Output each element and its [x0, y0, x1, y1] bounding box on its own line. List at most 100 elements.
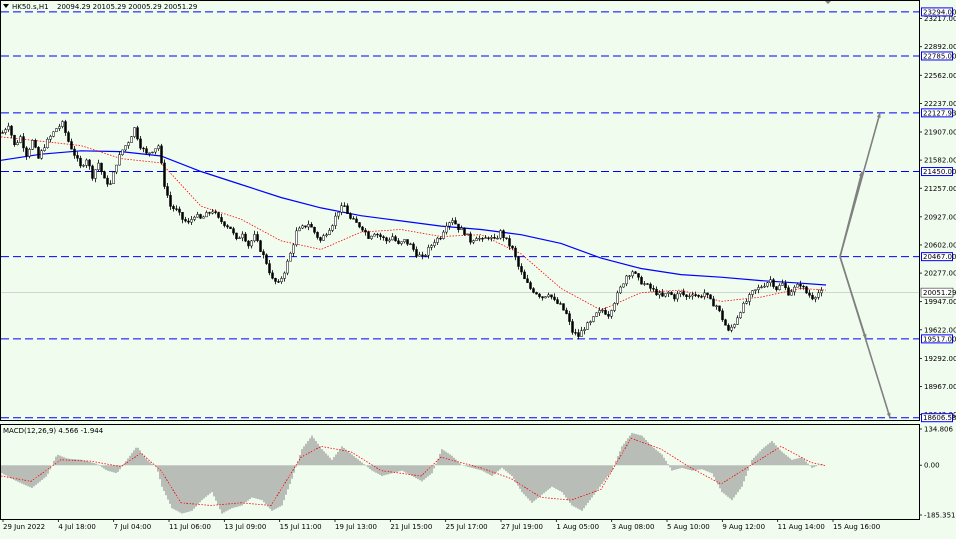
candle-body	[604, 309, 607, 315]
time-tick-label: 29 Jun 2022	[3, 523, 45, 531]
candle-body	[352, 218, 355, 220]
candle-body	[535, 292, 538, 295]
candle-body	[388, 239, 391, 242]
candle-body	[28, 149, 31, 157]
candle-body	[76, 155, 79, 159]
macd-tick-label: 0.00	[924, 462, 940, 470]
candle-body	[541, 296, 544, 299]
candlesticks	[1, 119, 823, 340]
candle-body	[490, 237, 493, 239]
price-pane-border	[0, 0, 920, 421]
candle-body	[757, 287, 760, 290]
price-tick-label: 19622.00	[924, 326, 956, 334]
candle-body	[382, 236, 385, 238]
candle-body	[700, 296, 703, 298]
candle-body	[100, 162, 103, 172]
candle-body	[361, 226, 364, 231]
candle-body	[70, 141, 73, 150]
candle-body	[571, 321, 574, 333]
candle-body	[52, 131, 55, 137]
candle-body	[34, 140, 37, 148]
level-price-tag-inner	[922, 8, 952, 16]
level-price-label: 19517.00	[923, 335, 956, 343]
time-tick-label: 9 Aug 12:00	[722, 523, 765, 531]
candle-body	[190, 219, 193, 223]
candle-body	[4, 129, 7, 133]
forecast-arrowhead-3	[886, 412, 891, 418]
time-tick-label: 25 Jul 17:00	[446, 523, 488, 531]
candle-body	[58, 126, 61, 129]
candle-body	[493, 237, 496, 239]
candle-body	[322, 235, 325, 241]
candle-body	[406, 239, 409, 245]
candle-body	[598, 310, 601, 314]
candle-body	[736, 317, 739, 325]
candle-body	[304, 225, 307, 228]
time-tick-label: 4 Jul 18:00	[58, 523, 96, 531]
candle-body	[595, 312, 598, 317]
candle-body	[124, 145, 127, 151]
level-price-tag-inner	[922, 52, 952, 60]
candle-body	[145, 148, 148, 154]
candle-body	[31, 140, 34, 150]
candle-body	[688, 295, 691, 298]
candle-body	[808, 292, 811, 296]
candle-body	[94, 169, 97, 179]
macd-pane-border	[0, 424, 920, 520]
candle-body	[409, 243, 412, 246]
candle-body	[385, 237, 388, 242]
candle-body	[211, 211, 214, 214]
level-price-tag-inner	[922, 414, 952, 422]
level-price-label: 18606.58	[923, 414, 956, 422]
candle-body	[574, 332, 577, 334]
candle-body	[313, 226, 316, 233]
candle-body	[316, 232, 319, 238]
candle-body	[439, 237, 442, 240]
candle-body	[370, 235, 373, 239]
candle-body	[760, 286, 763, 289]
forecast-arrow-1	[839, 171, 863, 257]
candle-body	[643, 283, 646, 285]
candle-body	[169, 195, 172, 207]
candle-body	[802, 285, 805, 288]
candle-body	[553, 296, 556, 300]
candle-body	[787, 287, 790, 296]
candle-body	[103, 171, 106, 179]
candle-body	[376, 233, 379, 236]
time-tick-label: 7 Jul 04:00	[114, 523, 152, 531]
candle-body	[403, 239, 406, 243]
candle-body	[340, 205, 343, 213]
candle-body	[673, 294, 676, 300]
symbol-info: HK50.s,H1	[12, 3, 49, 11]
candle-body	[193, 216, 196, 220]
price-tick-label: 19292.00	[924, 355, 956, 363]
candle-body	[586, 322, 589, 330]
symbol-dropdown-icon[interactable]	[3, 4, 9, 8]
candle-body	[709, 294, 712, 300]
candle-body	[679, 291, 682, 295]
candle-body	[73, 148, 76, 156]
candle-body	[184, 219, 187, 222]
candle-body	[259, 240, 262, 252]
candle-body	[631, 271, 634, 277]
candle-body	[592, 316, 595, 322]
candle-body	[607, 314, 610, 317]
candle-body	[235, 232, 238, 239]
candle-body	[721, 310, 724, 321]
price-tick-label: 22237.00	[924, 100, 956, 108]
candle-body	[280, 278, 283, 282]
candle-body	[664, 293, 667, 297]
candle-body	[292, 244, 295, 254]
candle-body	[328, 230, 331, 235]
candle-body	[202, 216, 205, 219]
price-tick-label: 22892.00	[924, 43, 956, 51]
time-axis: 29 Jun 2022 4 Jul 18:00 7 Jul 04:00 11 Jul …	[2, 519, 880, 531]
candle-body	[712, 298, 715, 307]
candle-body	[115, 164, 118, 173]
candle-body	[7, 125, 10, 130]
price-tick-label: 21907.00	[924, 128, 956, 136]
candle-body	[694, 294, 697, 296]
chart-shift-marker-icon	[825, 1, 831, 4]
candle-body	[781, 283, 784, 286]
